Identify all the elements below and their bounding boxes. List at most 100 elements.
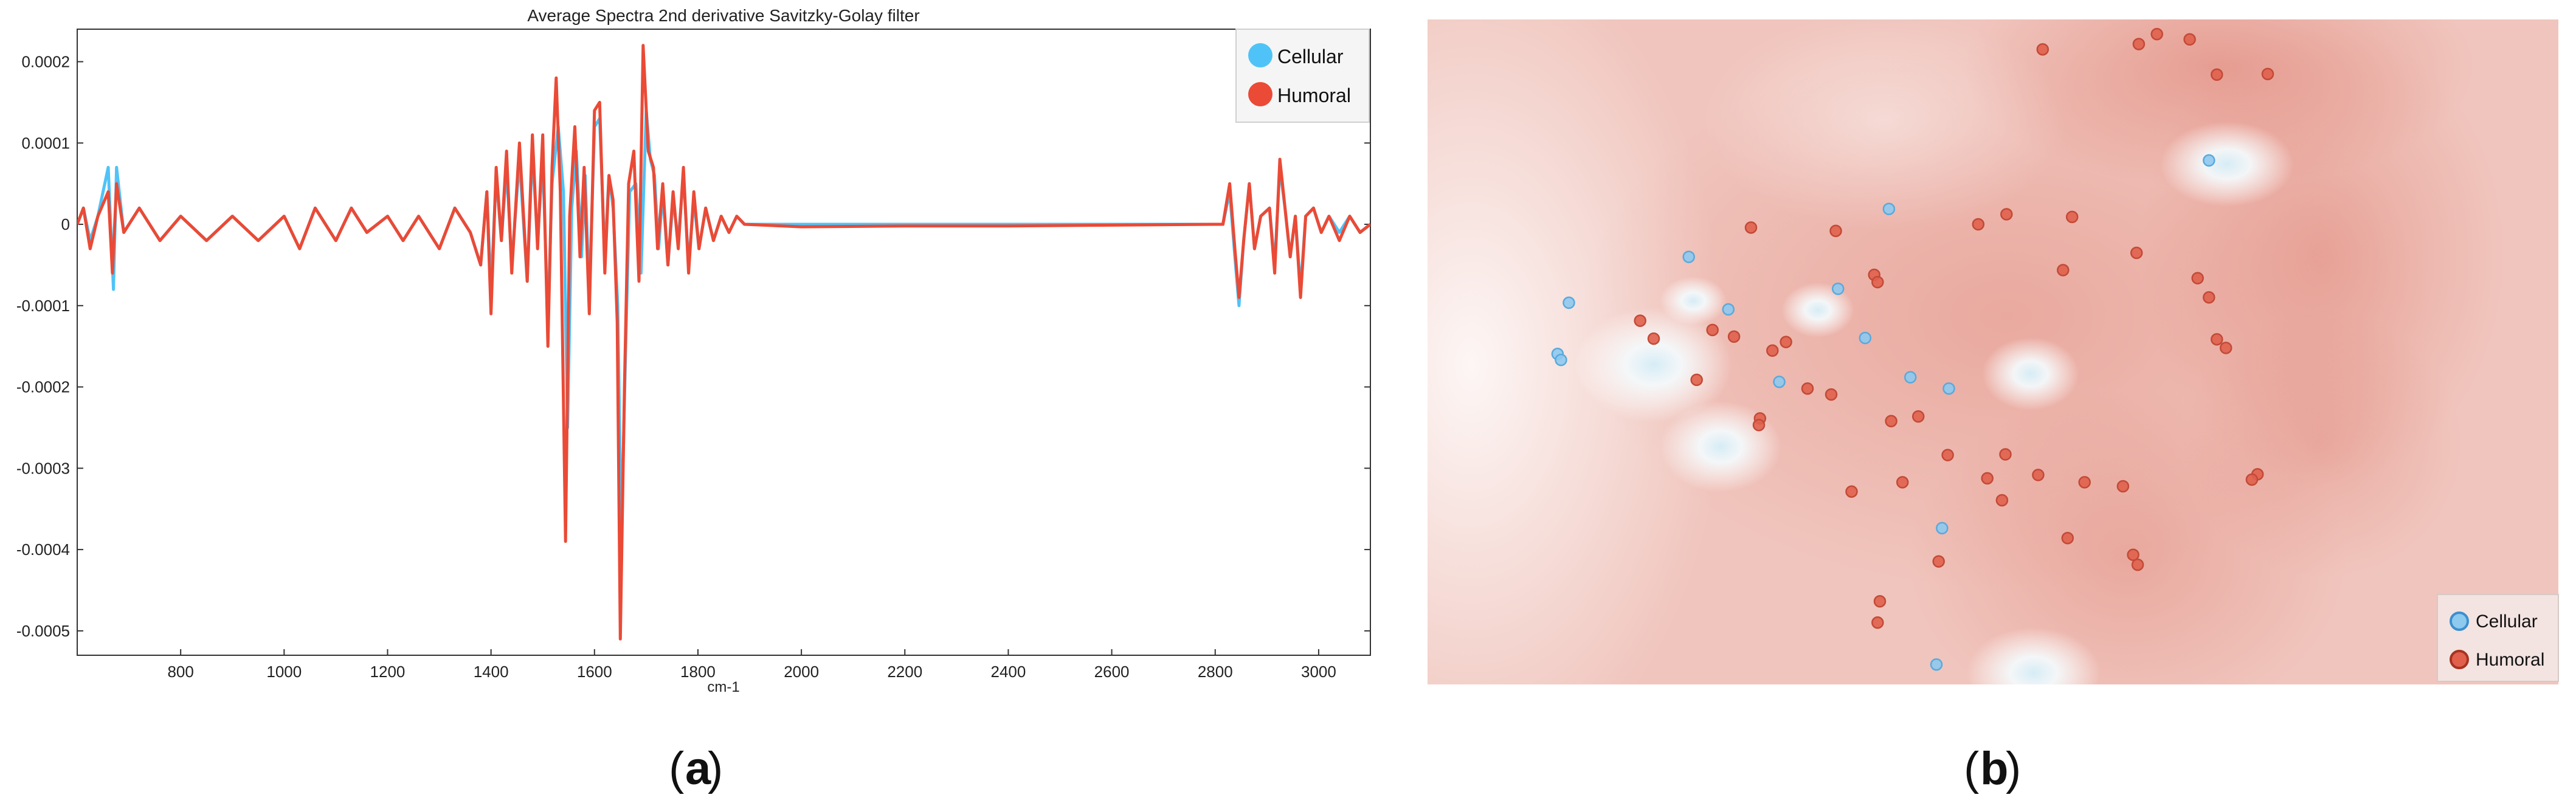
svg-text:): ) [708, 743, 723, 794]
chart-a-legend: Cellular Humoral [1235, 29, 1370, 123]
point-cellular [1904, 371, 1917, 384]
panel-a-caption-letter: a [685, 743, 711, 794]
point-humoral [1744, 221, 1758, 234]
panel-b-caption: ( b ) [1964, 743, 2021, 794]
legend-b-label-humoral: Humoral [2476, 650, 2544, 670]
point-cellular [1773, 375, 1786, 388]
x-tick-label: 3000 [1301, 663, 1336, 681]
point-humoral [2211, 68, 2223, 81]
point-humoral [2127, 548, 2139, 561]
point-humoral [2183, 33, 2196, 46]
point-humoral [2065, 210, 2079, 224]
point-humoral [1829, 224, 1842, 238]
point-humoral [1941, 449, 1954, 461]
point-humoral [1871, 275, 1884, 289]
point-humoral [2061, 532, 2074, 545]
point-humoral [2261, 67, 2274, 80]
x-tick-label: 1200 [370, 663, 406, 681]
x-tick-label: 1800 [680, 663, 716, 681]
chart-a-plot-area [77, 29, 1371, 656]
point-humoral [2131, 558, 2144, 571]
point-humoral [1634, 314, 1646, 327]
point-cellular [1722, 303, 1735, 316]
point-humoral [1911, 410, 1925, 423]
chart-a-series [77, 44, 1370, 641]
svg-text:(: ( [1964, 743, 1979, 794]
point-humoral [2132, 38, 2146, 50]
point-humoral [1647, 332, 1660, 345]
point-humoral [1766, 344, 1779, 357]
point-humoral [2032, 469, 2045, 481]
panel-a: Average Spectra 2nd derivative Savitzky-… [16, 6, 1371, 794]
y-tick-label: 0.0001 [21, 134, 70, 152]
chart-a-x-label: cm-1 [707, 679, 739, 695]
x-tick-label: 1600 [577, 663, 612, 681]
point-humoral [1885, 415, 1897, 428]
x-tick-label: 1400 [474, 663, 509, 681]
point-humoral [2211, 332, 2223, 346]
y-tick-label: 0 [61, 215, 70, 233]
panel-b: Cellular Humoral ( b ) [1428, 19, 2559, 794]
point-humoral [2203, 291, 2215, 304]
legend-b-marker-humoral [2450, 650, 2469, 669]
legend-marker-cellular [1248, 43, 1272, 67]
chart-a-title: Average Spectra 2nd derivative Savitzky-… [527, 6, 919, 25]
x-tick-label: 800 [167, 663, 193, 681]
chart-b-legend: Cellular Humoral [2437, 594, 2559, 682]
point-humoral [1706, 323, 1719, 337]
point-humoral [1801, 382, 1814, 395]
point-humoral [2057, 264, 2070, 277]
point-humoral [2191, 272, 2204, 284]
point-cellular [1882, 202, 1896, 216]
x-tick-label: 1000 [266, 663, 302, 681]
point-humoral [2245, 473, 2259, 486]
point-humoral [2116, 480, 2130, 493]
point-humoral [2130, 246, 2143, 260]
legend-b-label-cellular: Cellular [2476, 611, 2538, 632]
point-humoral [1727, 330, 1741, 343]
point-humoral [1690, 373, 1703, 387]
chart-b-points [1551, 27, 2274, 671]
point-humoral [2150, 27, 2163, 41]
point-cellular [2203, 154, 2215, 167]
legend-b-marker-cellular [2450, 611, 2469, 631]
point-cellular [1859, 331, 1872, 345]
point-cellular [1936, 522, 1949, 535]
point-humoral [1896, 476, 1909, 489]
x-tick-label: 2200 [887, 663, 922, 681]
point-cellular [1555, 353, 1567, 367]
point-humoral [1981, 472, 1994, 485]
y-tick-label: -0.0001 [16, 297, 70, 315]
chart-b-heatmap [1428, 19, 2558, 684]
legend-label-humoral: Humoral [1277, 84, 1351, 106]
point-humoral [1780, 336, 1792, 348]
x-tick-label: 2600 [1094, 663, 1130, 681]
point-cellular [1930, 658, 1943, 671]
point-humoral [1845, 485, 1858, 498]
series-line-humoral [77, 44, 1370, 641]
point-humoral [1999, 448, 2012, 461]
panel-b-caption-letter: b [1980, 743, 2008, 794]
x-tick-label: 2800 [1198, 663, 1233, 681]
y-tick-label: -0.0005 [16, 622, 70, 640]
svg-text:): ) [2006, 743, 2021, 794]
x-tick-label: 2000 [784, 663, 819, 681]
chart-a-x-axis: 800 1000 1200 1400 1600 1800 2000 2200 2400 2600 2… [167, 649, 1336, 681]
x-tick-label: 2400 [991, 663, 1026, 681]
y-tick-label: -0.0004 [16, 540, 70, 559]
y-tick-label: -0.0003 [16, 459, 70, 477]
point-cellular [1682, 250, 1695, 263]
chart-a-y-axis: 0.0002 0.0001 0 -0.0001 -0.0002 -0.0003 -0.000… [16, 53, 1370, 640]
legend-marker-humoral [1248, 82, 1272, 106]
point-humoral [2219, 342, 2232, 354]
point-humoral [2000, 208, 2013, 221]
point-humoral [1752, 419, 1766, 432]
svg-text:(: ( [669, 743, 684, 794]
point-humoral [1871, 616, 1884, 629]
point-humoral [1873, 595, 1887, 608]
point-humoral [1932, 555, 1945, 568]
legend-label-cellular: Cellular [1277, 46, 1344, 67]
point-humoral [1972, 218, 1985, 231]
point-humoral [2036, 43, 2049, 56]
